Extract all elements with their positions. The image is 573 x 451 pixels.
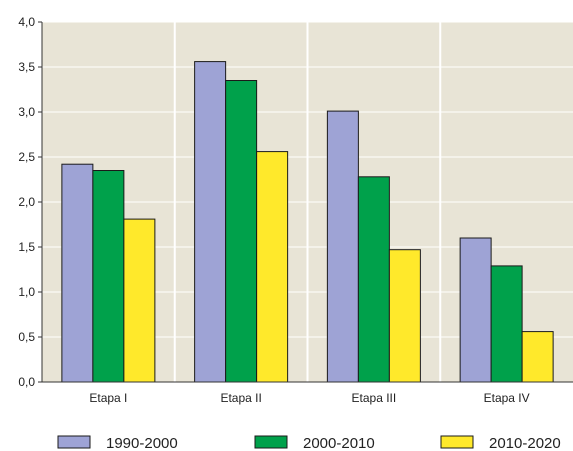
legend-swatch	[57, 435, 91, 449]
legend-swatch	[254, 435, 288, 449]
y-tick-labels: 0,0 0,5 1,0 1,5 2,0 2,5 3,0 3,5 4,0	[18, 15, 42, 389]
y-tick-label: 4,0	[18, 15, 35, 29]
x-tick-label: Etapa III	[352, 391, 397, 405]
bar	[326, 110, 359, 383]
x-tick-label: Etapa IV	[484, 391, 530, 405]
bars	[61, 61, 554, 383]
bar	[123, 218, 156, 383]
y-tick-label: 1,5	[18, 240, 35, 254]
bar	[61, 163, 94, 383]
y-tick-label: 0,5	[18, 330, 35, 344]
bar	[92, 170, 125, 383]
bar	[225, 80, 258, 383]
y-tick-label: 0,0	[18, 375, 35, 389]
x-tick-label: Etapa II	[220, 391, 261, 405]
legend-label: 2000-2010	[303, 435, 375, 451]
x-tick-label: Etapa I	[89, 391, 127, 405]
y-tick-label: 2,0	[18, 195, 35, 209]
y-tick-label: 2,5	[18, 150, 35, 164]
y-tick-label: 1,0	[18, 285, 35, 299]
y-tick-label: 3,5	[18, 60, 35, 74]
bar	[256, 151, 289, 383]
bar	[490, 265, 523, 383]
bar	[388, 249, 421, 383]
bar	[459, 237, 492, 383]
bar	[357, 176, 390, 383]
legend-label: 2010-2020	[489, 435, 561, 451]
y-tick-label: 3,0	[18, 105, 35, 119]
legend-swatch	[440, 435, 474, 449]
x-tick-labels: Etapa I Etapa II Etapa III Etapa IV	[89, 391, 529, 405]
bar	[194, 61, 227, 383]
bar	[521, 331, 554, 383]
legend-label: 1990-2000	[106, 435, 178, 451]
legend: 1990-2000 2000-2010 2010-2020	[57, 435, 561, 451]
